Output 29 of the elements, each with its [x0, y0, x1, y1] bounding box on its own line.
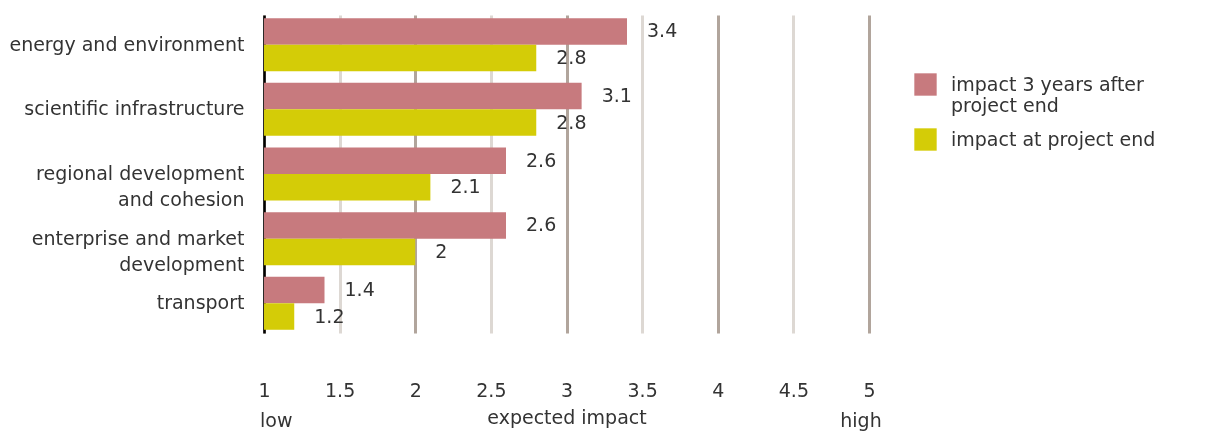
y-tick-label: enterprise and market development [31, 226, 245, 275]
data-label: 2.1 [450, 175, 481, 198]
x-tick-label: 2 [409, 378, 422, 401]
data-label: 2.8 [556, 110, 587, 133]
x-tick-label: 3.5 [627, 378, 658, 401]
data-label: 2.8 [556, 45, 587, 68]
legend-label: impact at project end [951, 127, 1156, 150]
y-tick-label: scientific infrastructure [24, 97, 245, 120]
text: low [260, 409, 293, 431]
x-tick-label: 4 [712, 378, 725, 401]
data-label: 1.2 [314, 304, 345, 327]
y-tick-label: transport [156, 291, 245, 314]
x-tick-label: 1 [258, 378, 271, 401]
text: high [840, 409, 882, 431]
x-tick-label: 3 [560, 378, 574, 401]
y-tick-label: energy and environment [9, 32, 245, 55]
data-label: 1.4 [344, 278, 375, 301]
x-axis-title: expected impact [487, 405, 647, 428]
legend-label: impact 3 years after project end [951, 72, 1145, 116]
data-label: 2.6 [526, 148, 557, 171]
x-tick-label: 1.5 [325, 378, 356, 401]
x-tick-label: 4.5 [778, 378, 809, 401]
data-label: 2.6 [526, 213, 557, 236]
data-label: 2 [435, 239, 448, 262]
y-tick-label: regional development and cohesion [36, 162, 245, 210]
data-label: 3.1 [601, 84, 632, 107]
data-label: 3.4 [647, 19, 678, 42]
x-tick-label: 2.5 [476, 378, 507, 401]
x-tick-label: 5 [863, 378, 876, 401]
